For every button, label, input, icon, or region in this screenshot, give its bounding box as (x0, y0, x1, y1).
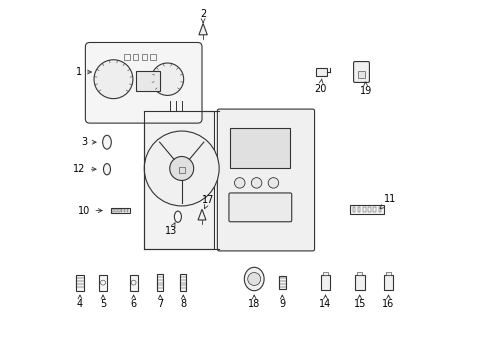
Circle shape (251, 177, 261, 188)
Bar (383, 275, 392, 290)
Text: 18: 18 (247, 295, 260, 309)
Bar (385, 272, 390, 275)
Bar (157, 274, 163, 291)
Bar (354, 275, 364, 290)
Bar (76, 275, 84, 291)
Bar (363, 207, 365, 212)
Bar (349, 205, 383, 214)
FancyBboxPatch shape (353, 62, 368, 82)
Ellipse shape (244, 267, 264, 291)
Text: 20: 20 (313, 79, 325, 94)
Text: 5: 5 (100, 295, 106, 309)
FancyBboxPatch shape (85, 42, 202, 123)
Bar (133, 54, 138, 60)
Bar (129, 275, 137, 291)
Bar (150, 54, 155, 60)
Polygon shape (199, 23, 207, 35)
Bar (357, 272, 362, 275)
Text: 9: 9 (279, 295, 285, 309)
Text: 16: 16 (382, 295, 394, 309)
Bar (378, 207, 380, 212)
FancyBboxPatch shape (228, 193, 291, 222)
Text: 10: 10 (78, 206, 102, 216)
Bar (112, 209, 114, 212)
Text: 4: 4 (77, 295, 83, 309)
Bar (141, 54, 146, 60)
Bar (124, 54, 129, 60)
Text: 12: 12 (73, 164, 96, 174)
Bar (111, 208, 129, 213)
Bar (278, 276, 285, 289)
Text: 19: 19 (359, 82, 371, 96)
Bar (320, 275, 330, 290)
Circle shape (144, 131, 219, 206)
Bar (358, 71, 364, 78)
Bar (115, 209, 117, 212)
Text: 2: 2 (200, 9, 206, 23)
Bar (352, 207, 355, 212)
Ellipse shape (102, 135, 111, 149)
Bar (180, 274, 186, 291)
Ellipse shape (174, 211, 181, 222)
Text: 3: 3 (81, 137, 96, 147)
Text: 11: 11 (379, 194, 396, 209)
Circle shape (169, 157, 193, 180)
FancyBboxPatch shape (217, 109, 314, 251)
Polygon shape (144, 111, 213, 249)
Ellipse shape (103, 163, 110, 175)
Polygon shape (198, 209, 205, 220)
Text: 14: 14 (319, 295, 331, 309)
Text: 13: 13 (164, 223, 177, 236)
Text: 8: 8 (180, 295, 186, 309)
Circle shape (234, 177, 244, 188)
Bar (367, 207, 370, 212)
Circle shape (94, 60, 133, 99)
Bar (136, 71, 160, 91)
Circle shape (247, 273, 260, 285)
Text: 15: 15 (353, 295, 365, 309)
Bar (316, 68, 327, 76)
Bar (357, 207, 360, 212)
Bar (373, 207, 375, 212)
Bar (179, 167, 184, 173)
Bar (323, 272, 327, 275)
Text: 7: 7 (157, 295, 163, 309)
Circle shape (151, 63, 183, 95)
Bar (126, 209, 128, 212)
Text: 1: 1 (76, 67, 91, 77)
Bar (121, 209, 122, 212)
Bar (99, 275, 107, 291)
Text: 6: 6 (130, 295, 137, 309)
Circle shape (267, 177, 278, 188)
Text: 17: 17 (202, 195, 214, 209)
Bar (230, 128, 290, 168)
Bar (124, 209, 125, 212)
Bar (118, 209, 119, 212)
